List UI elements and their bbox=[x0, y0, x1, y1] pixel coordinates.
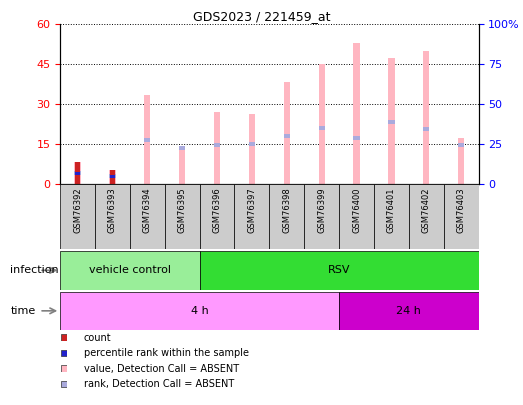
Bar bbox=[75, 172, 79, 175]
Bar bbox=[319, 64, 325, 184]
Text: RSV: RSV bbox=[328, 265, 350, 275]
Bar bbox=[354, 43, 360, 184]
Bar bbox=[74, 171, 81, 175]
Text: GSM76395: GSM76395 bbox=[178, 188, 187, 233]
Bar bbox=[109, 170, 116, 184]
Bar bbox=[444, 184, 479, 249]
Bar bbox=[200, 184, 234, 249]
Bar bbox=[458, 138, 464, 184]
Bar bbox=[423, 127, 429, 131]
Bar bbox=[339, 292, 479, 330]
Text: GSM76392: GSM76392 bbox=[73, 188, 82, 233]
Bar bbox=[110, 170, 115, 184]
Bar bbox=[179, 146, 185, 149]
Text: time: time bbox=[10, 306, 36, 316]
Bar bbox=[388, 120, 394, 124]
Text: value, Detection Call = ABSENT: value, Detection Call = ABSENT bbox=[84, 364, 239, 373]
Bar bbox=[283, 134, 290, 138]
Bar bbox=[423, 51, 429, 184]
Text: GSM76400: GSM76400 bbox=[352, 188, 361, 233]
Text: infection: infection bbox=[10, 265, 59, 275]
Bar bbox=[60, 251, 200, 290]
Bar bbox=[165, 184, 200, 249]
Bar bbox=[319, 126, 325, 130]
Bar bbox=[60, 184, 95, 249]
Text: GSM76402: GSM76402 bbox=[422, 188, 431, 233]
Bar bbox=[354, 136, 360, 140]
Text: GSM76399: GSM76399 bbox=[317, 188, 326, 233]
Bar bbox=[200, 251, 479, 290]
Text: GSM76394: GSM76394 bbox=[143, 188, 152, 233]
Text: count: count bbox=[84, 333, 111, 343]
Bar bbox=[109, 174, 116, 178]
Text: 24 h: 24 h bbox=[396, 306, 421, 316]
Bar bbox=[144, 95, 151, 184]
Text: GSM76401: GSM76401 bbox=[387, 188, 396, 233]
Text: GSM76398: GSM76398 bbox=[282, 188, 291, 233]
Text: rank, Detection Call = ABSENT: rank, Detection Call = ABSENT bbox=[84, 379, 234, 389]
Bar bbox=[75, 162, 79, 184]
Text: GSM76396: GSM76396 bbox=[212, 188, 222, 233]
Bar bbox=[179, 146, 185, 184]
Text: GSM76397: GSM76397 bbox=[247, 188, 256, 233]
Bar bbox=[249, 142, 255, 146]
Bar bbox=[339, 184, 374, 249]
Text: GSM76393: GSM76393 bbox=[108, 188, 117, 233]
Bar bbox=[283, 82, 290, 184]
Bar bbox=[234, 184, 269, 249]
Bar bbox=[304, 184, 339, 249]
Bar bbox=[388, 58, 394, 184]
Text: GSM76403: GSM76403 bbox=[457, 188, 465, 233]
Bar bbox=[110, 175, 115, 178]
Bar bbox=[458, 143, 464, 147]
Text: GDS2023 / 221459_at: GDS2023 / 221459_at bbox=[193, 10, 330, 23]
Bar bbox=[374, 184, 409, 249]
Text: vehicle control: vehicle control bbox=[89, 265, 171, 275]
Text: percentile rank within the sample: percentile rank within the sample bbox=[84, 348, 248, 358]
Text: 4 h: 4 h bbox=[191, 306, 209, 316]
Bar bbox=[249, 114, 255, 184]
Bar bbox=[409, 184, 444, 249]
Bar bbox=[214, 143, 220, 147]
Bar bbox=[214, 112, 220, 184]
Bar bbox=[144, 138, 151, 142]
Bar bbox=[95, 184, 130, 249]
Bar bbox=[269, 184, 304, 249]
Bar bbox=[130, 184, 165, 249]
Bar bbox=[74, 162, 81, 184]
Bar bbox=[60, 292, 339, 330]
